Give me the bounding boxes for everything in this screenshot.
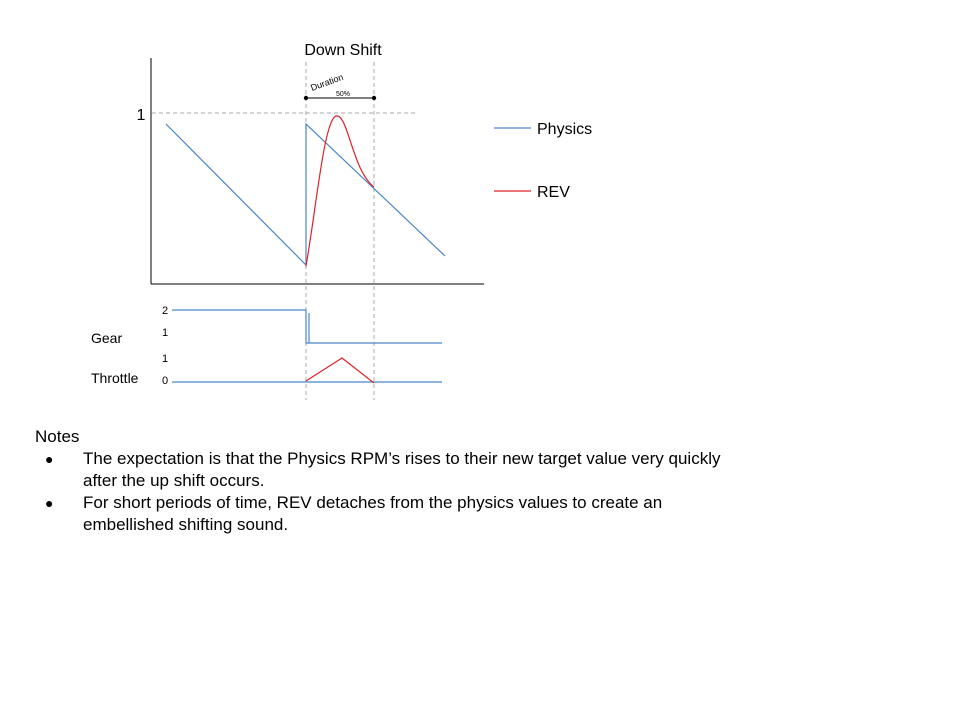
- notes-item-text: For short periods of time, REV detaches …: [83, 493, 663, 534]
- notes-heading: Notes: [35, 427, 80, 446]
- notes-item: ● The expectation is that the Physics RP…: [35, 448, 735, 492]
- duration-bracket-end-dot: [371, 95, 377, 101]
- diagram-title: Down Shift: [304, 42, 382, 59]
- gear-label: Gear: [91, 330, 122, 346]
- gear-tick-high: 2: [162, 305, 168, 317]
- throttle-pulse: [305, 357, 375, 384]
- legend-physics-label: Physics: [537, 121, 592, 138]
- bullet-icon: ●: [45, 495, 54, 511]
- notes-item: ● For short periods of time, REV detache…: [35, 492, 735, 536]
- duration-value: 50%: [336, 91, 350, 98]
- downshift-diagram: Down Shift 1 Duration 50% Physics REV Ge…: [91, 42, 592, 400]
- throttle-tick-high: 1: [162, 353, 168, 365]
- legend-rev-label: REV: [537, 184, 570, 201]
- notes-section: Notes ● The expectation is that the Phys…: [35, 426, 735, 536]
- throttle-tick-low: 0: [162, 375, 168, 387]
- rev-curve: [305, 115, 375, 267]
- y-tick-label: 1: [137, 107, 146, 124]
- throttle-label: Throttle: [91, 370, 139, 386]
- notes-list: ● The expectation is that the Physics RP…: [35, 448, 735, 536]
- notes-item-text: The expectation is that the Physics RPM’…: [83, 449, 721, 490]
- gear-signal: [172, 309, 442, 344]
- duration-bracket-start-dot: [303, 95, 309, 101]
- bullet-icon: ●: [45, 451, 54, 467]
- physics-curve: [165, 122, 446, 267]
- duration-label: Duration: [309, 72, 344, 93]
- gear-tick-low: 1: [162, 327, 168, 339]
